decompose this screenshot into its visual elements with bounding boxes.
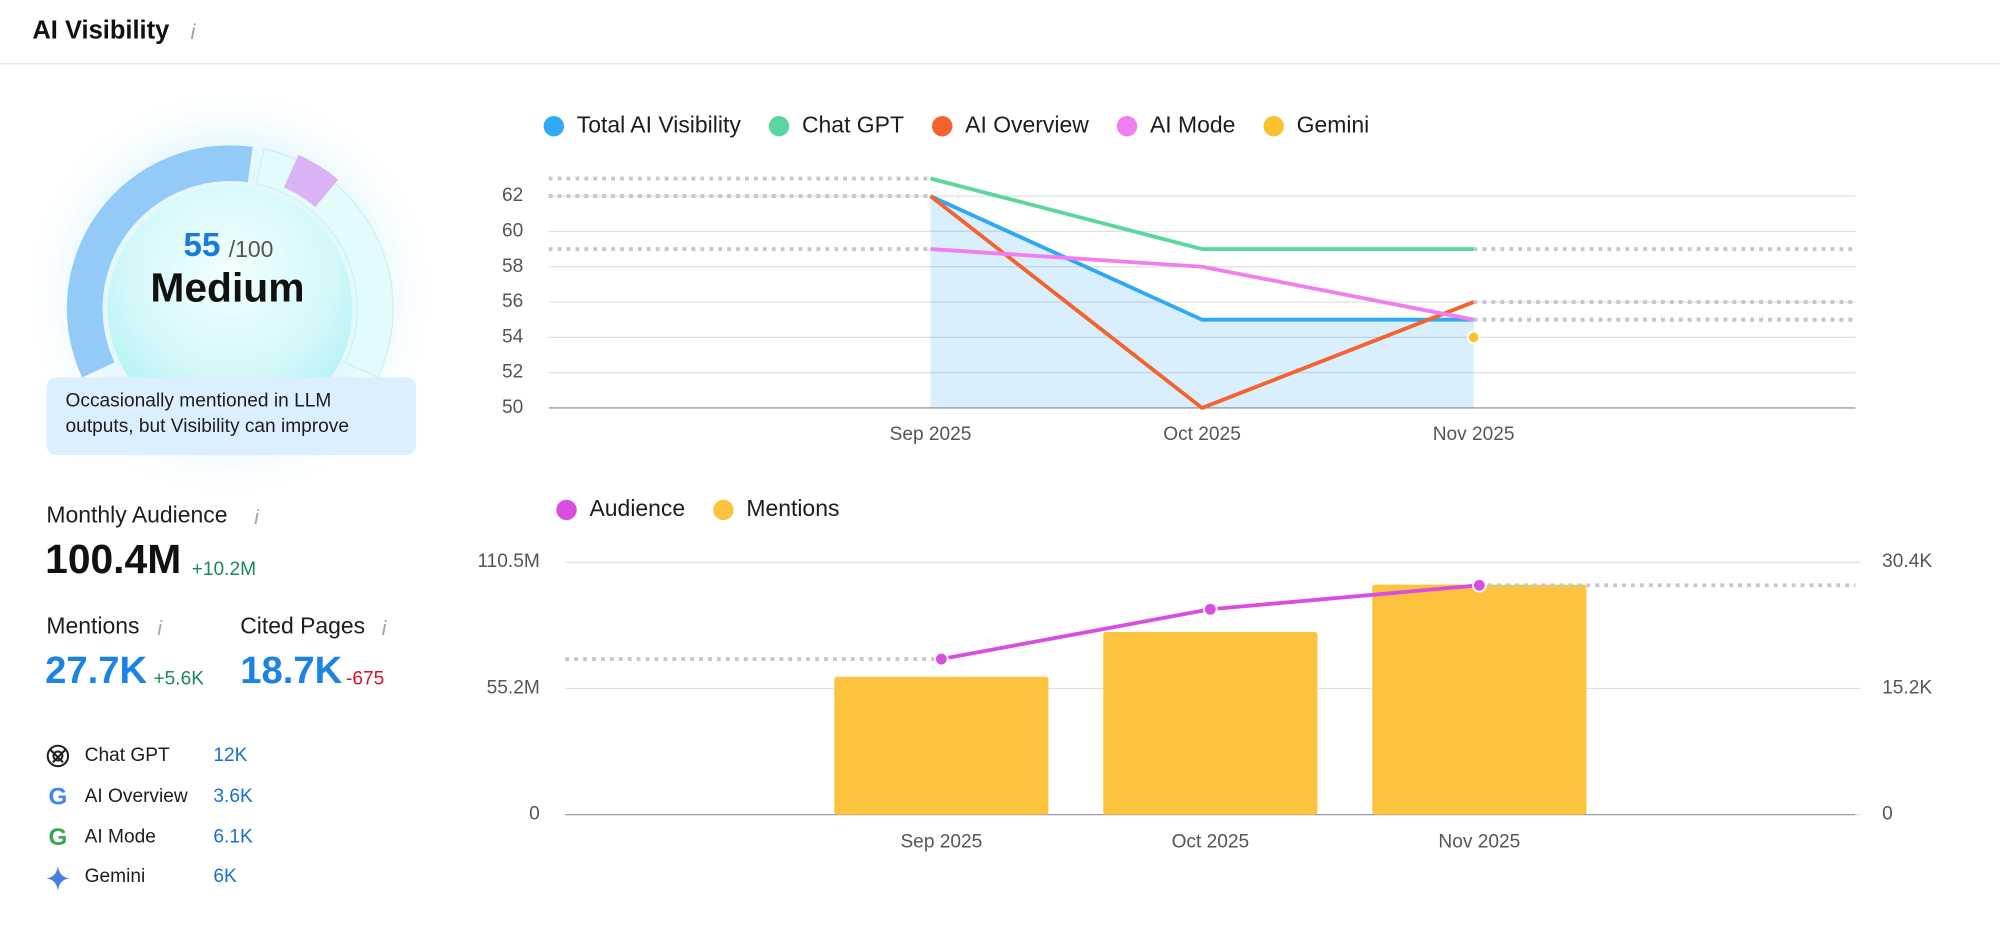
score-value: 55 xyxy=(184,227,221,264)
legend-swatch xyxy=(713,499,734,521)
data-point xyxy=(1472,577,1487,593)
chart: Audience Mentions 0 55.2M 110.5M 0 15.2K 30.4K S… xyxy=(477,495,1932,853)
metric-value: 100.4M xyxy=(45,536,181,582)
legend-swatch xyxy=(556,499,577,521)
dot-layer xyxy=(1466,330,1481,345)
legend-label: Total AI Visibility xyxy=(577,111,742,137)
source-name: AI Overview xyxy=(85,786,188,807)
legend-label: Chat GPT xyxy=(802,111,904,137)
y-tick-label: 56 xyxy=(502,291,523,312)
y-tick-label: 55.2M xyxy=(487,678,540,699)
source-value: 12K xyxy=(213,745,247,766)
series-line xyxy=(930,247,1474,322)
y2-tick-label: 30.4K xyxy=(1882,551,1932,572)
dot-layer xyxy=(934,577,1487,667)
legend-label: Audience xyxy=(590,495,686,521)
legend-swatch xyxy=(1116,116,1138,137)
chatgpt-icon xyxy=(46,744,70,768)
y2-tick-label: 15.2K xyxy=(1882,677,1932,698)
gauge-fill xyxy=(66,145,253,378)
charts: Total AI Visibility Chat GPT AI Overview AI… xyxy=(477,111,1932,852)
info-icon[interactable]: i xyxy=(382,618,387,640)
source-value: 6.1K xyxy=(213,827,253,848)
chart: Total AI Visibility Chat GPT AI Overview AI… xyxy=(502,111,1856,445)
line-layer xyxy=(929,176,1475,410)
legend-swatch xyxy=(1263,116,1284,137)
series-line xyxy=(929,194,1474,322)
metric-change: -675 xyxy=(346,669,384,690)
info-icon[interactable]: i xyxy=(190,19,196,44)
y-tick-label: 50 xyxy=(502,397,523,418)
y-tick-label: 58 xyxy=(502,256,523,277)
series-line xyxy=(930,176,1474,251)
y-tick-label: 54 xyxy=(502,326,524,347)
header-title: AI Visibility xyxy=(32,17,170,45)
gauge-disk xyxy=(107,186,353,431)
x-tick-label: Oct 2025 xyxy=(1172,832,1250,853)
legend-swatch xyxy=(768,116,790,137)
data-point xyxy=(1203,601,1218,617)
description-wrap: Occasionally mentioned in LLM outputs, b… xyxy=(65,390,350,438)
metric-label: Mentions xyxy=(46,612,139,638)
score-level: Medium xyxy=(150,264,304,310)
gauge-track xyxy=(255,148,394,379)
legend-swatch xyxy=(543,116,565,137)
y2-tick-label: 0 xyxy=(1882,804,1893,825)
x-tick-label: Nov 2025 xyxy=(1438,832,1520,853)
source-value: 3.6K xyxy=(213,786,253,807)
bar xyxy=(1372,584,1587,815)
gemini-icon xyxy=(46,865,70,892)
legend-label: AI Mode xyxy=(1150,111,1235,137)
metric-label: Cited Pages xyxy=(240,612,365,638)
y-tick-label: 52 xyxy=(502,362,523,383)
source-value: 6K xyxy=(213,866,237,887)
extension-layer xyxy=(548,176,1856,322)
y-tick-label: 110.5M xyxy=(477,551,539,572)
y-tick-label: 62 xyxy=(502,185,523,206)
legend-label: Mentions xyxy=(746,495,839,521)
legend-swatch xyxy=(932,116,953,137)
google-icon: G xyxy=(48,783,67,810)
x-tick-label: Oct 2025 xyxy=(1163,424,1241,445)
x-tick-label: Sep 2025 xyxy=(890,424,972,445)
source-name: Gemini xyxy=(85,866,146,887)
metric-change: +10.2M xyxy=(192,559,256,580)
bar-layer xyxy=(834,584,1587,815)
info-icon[interactable]: i xyxy=(254,507,259,529)
data-point xyxy=(1466,330,1481,345)
x-tick-label: Sep 2025 xyxy=(900,832,982,853)
extension-layer xyxy=(565,583,1856,661)
metric-value: 27.7K xyxy=(45,649,147,692)
google-icon: G xyxy=(48,824,67,851)
y-tick-label: 0 xyxy=(529,804,540,825)
description-box xyxy=(46,377,417,456)
metric-value: 18.7K xyxy=(240,649,342,692)
series-line xyxy=(929,194,1475,410)
y-tick-label: 60 xyxy=(502,220,523,241)
data-point xyxy=(934,651,949,667)
gauge-marker xyxy=(283,154,339,207)
source-name: Chat GPT xyxy=(85,745,170,766)
score-description: Occasionally mentioned in LLM outputs, b… xyxy=(65,390,350,438)
score-max: /100 xyxy=(229,236,274,262)
metric-change: +5.6K xyxy=(154,669,205,690)
legend-label: Gemini xyxy=(1297,111,1370,137)
bar xyxy=(1103,631,1318,815)
bar xyxy=(834,676,1049,815)
metric-label: Monthly Audience xyxy=(46,501,227,527)
x-tick-label: Nov 2025 xyxy=(1433,424,1515,445)
source-name: AI Mode xyxy=(85,827,156,848)
legend-label: AI Overview xyxy=(965,111,1089,137)
info-icon[interactable]: i xyxy=(157,618,162,640)
